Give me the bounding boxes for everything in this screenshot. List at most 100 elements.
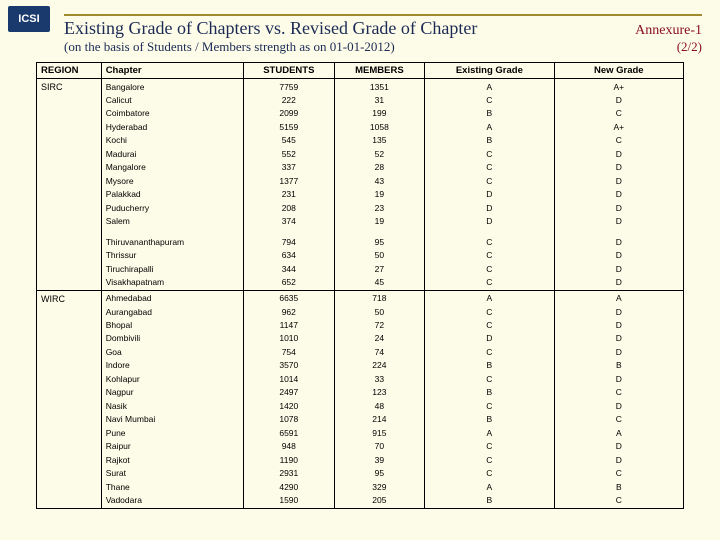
students-cell: 6635 [244,292,335,305]
chapter-cell: Indore [101,359,243,372]
subtitle: (on the basis of Students / Members stre… [64,39,395,55]
members-cell: 1351 [334,81,425,94]
chapter-cell: Thane [101,481,243,494]
table-row: Puducherry20823DD [37,202,684,215]
members-cell: 31 [334,94,425,107]
chapter-cell: Navi Mumbai [101,413,243,426]
existing-cell: A [425,427,554,440]
students-cell: 754 [244,346,335,359]
chapter-cell: Aurangabad [101,306,243,319]
chapter-cell: Mangalore [101,161,243,174]
new-cell: D [554,175,683,188]
members-cell: 50 [334,306,425,319]
table-row: Kohlapur101433CD [37,373,684,386]
chapter-cell: Dombivili [101,332,243,345]
members-cell: 50 [334,249,425,262]
chapter-cell: Madurai [101,148,243,161]
students-cell: 948 [244,440,335,453]
students-cell: 1377 [244,175,335,188]
grade-table: REGION Chapter STUDENTS MEMBERS Existing… [36,62,684,509]
students-cell: 1078 [244,413,335,426]
new-cell: D [554,454,683,467]
existing-cell: C [425,229,554,249]
new-cell: D [554,400,683,413]
members-cell: 718 [334,292,425,305]
new-cell: D [554,202,683,215]
chapter-cell: Bangalore [101,81,243,94]
table-row: Thiruvananthapuram79495CD [37,229,684,249]
members-cell: 915 [334,427,425,440]
students-cell: 344 [244,263,335,276]
students-cell: 794 [244,229,335,249]
chapter-cell: Nasik [101,400,243,413]
students-cell: 545 [244,134,335,147]
table-row: Ahmedabad6635718AA [37,292,684,305]
table-container: REGION Chapter STUDENTS MEMBERS Existing… [36,62,684,528]
chapter-cell: Mysore [101,175,243,188]
members-cell: 95 [334,467,425,480]
new-cell: A [554,427,683,440]
members-cell: 23 [334,202,425,215]
existing-cell: C [425,400,554,413]
new-cell: D [554,94,683,107]
existing-cell: A [425,81,554,94]
existing-cell: C [425,175,554,188]
table-row: Coimbatore2099199BC [37,107,684,120]
existing-cell: B [425,107,554,120]
new-cell: D [554,332,683,345]
table-row: Thane4290329AB [37,481,684,494]
pager: (2/2) [677,39,702,55]
members-cell: 45 [334,276,425,290]
table-row: Mangalore33728CD [37,161,684,174]
table-row: Aurangabad96250CD [37,306,684,319]
table-row: Dombivili101024DD [37,332,684,345]
chapter-cell: Palakkad [101,188,243,201]
new-cell: C [554,413,683,426]
existing-cell: C [425,454,554,467]
chapter-cell: Surat [101,467,243,480]
students-cell: 5159 [244,121,335,134]
members-cell: 19 [334,188,425,201]
existing-cell: A [425,481,554,494]
new-cell: B [554,481,683,494]
chapter-cell: Nagpur [101,386,243,399]
students-cell: 1190 [244,454,335,467]
table-row: Rajkot119039CD [37,454,684,467]
chapter-cell: Kohlapur [101,373,243,386]
existing-cell: C [425,346,554,359]
table-row: Raipur94870CD [37,440,684,453]
new-cell: C [554,467,683,480]
existing-cell: B [425,359,554,372]
new-cell: C [554,494,683,508]
members-cell: 39 [334,454,425,467]
chapter-cell: Thrissur [101,249,243,262]
members-cell: 329 [334,481,425,494]
students-cell: 4290 [244,481,335,494]
members-cell: 74 [334,346,425,359]
new-cell: D [554,319,683,332]
existing-cell: C [425,276,554,290]
students-cell: 2931 [244,467,335,480]
new-cell: D [554,306,683,319]
existing-cell: C [425,306,554,319]
students-cell: 2497 [244,386,335,399]
students-cell: 7759 [244,81,335,94]
students-cell: 1420 [244,400,335,413]
members-cell: 224 [334,359,425,372]
new-cell: C [554,386,683,399]
new-cell: A+ [554,81,683,94]
members-cell: 1058 [334,121,425,134]
chapter-cell: Tiruchirapalli [101,263,243,276]
new-cell: D [554,148,683,161]
new-cell: D [554,276,683,290]
page-title: Existing Grade of Chapters vs. Revised G… [64,18,477,39]
students-cell: 962 [244,306,335,319]
new-cell: D [554,373,683,386]
existing-cell: A [425,121,554,134]
existing-cell: B [425,134,554,147]
col-chapter: Chapter [101,63,243,79]
students-cell: 1014 [244,373,335,386]
members-cell: 52 [334,148,425,161]
table-row: Hyderabad51591058AA+ [37,121,684,134]
table-row: Madurai55252CD [37,148,684,161]
